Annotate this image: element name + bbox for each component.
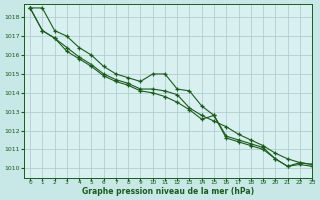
X-axis label: Graphe pression niveau de la mer (hPa): Graphe pression niveau de la mer (hPa) <box>82 187 254 196</box>
